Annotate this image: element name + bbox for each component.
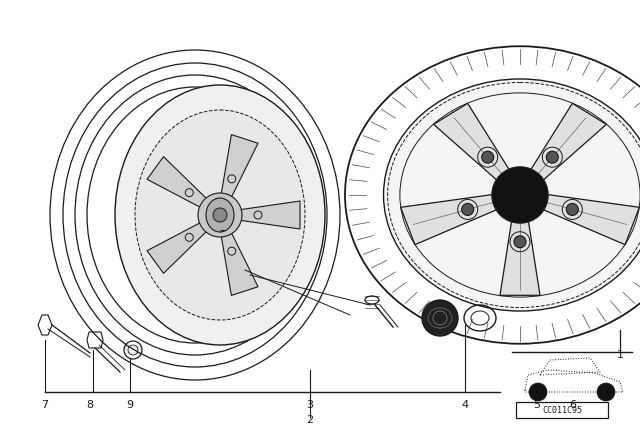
Text: 4: 4 (461, 400, 468, 410)
Text: 5: 5 (534, 400, 541, 410)
Circle shape (547, 151, 558, 163)
Polygon shape (401, 194, 504, 245)
Ellipse shape (383, 79, 640, 311)
Text: 9: 9 (127, 400, 134, 410)
Circle shape (461, 203, 474, 215)
Polygon shape (536, 194, 639, 245)
Polygon shape (500, 212, 540, 295)
Circle shape (492, 167, 548, 223)
Ellipse shape (206, 198, 234, 232)
Polygon shape (434, 103, 514, 185)
Circle shape (422, 300, 458, 336)
Text: CC011C95: CC011C95 (542, 405, 582, 414)
Text: 1: 1 (616, 350, 623, 360)
Circle shape (566, 203, 579, 215)
Polygon shape (147, 157, 209, 208)
Circle shape (213, 208, 227, 222)
Ellipse shape (115, 85, 325, 345)
Text: 2: 2 (307, 415, 314, 425)
Circle shape (529, 383, 547, 401)
Text: 6: 6 (570, 400, 577, 410)
Circle shape (482, 151, 493, 163)
Ellipse shape (135, 110, 305, 320)
Polygon shape (147, 221, 209, 273)
Text: 3: 3 (307, 400, 314, 410)
Text: 7: 7 (42, 400, 49, 410)
Circle shape (597, 383, 615, 401)
Circle shape (198, 193, 242, 237)
Polygon shape (221, 134, 258, 199)
Polygon shape (221, 231, 258, 295)
Polygon shape (526, 103, 606, 185)
Circle shape (514, 236, 526, 248)
Text: 8: 8 (86, 400, 93, 410)
Polygon shape (238, 201, 300, 229)
